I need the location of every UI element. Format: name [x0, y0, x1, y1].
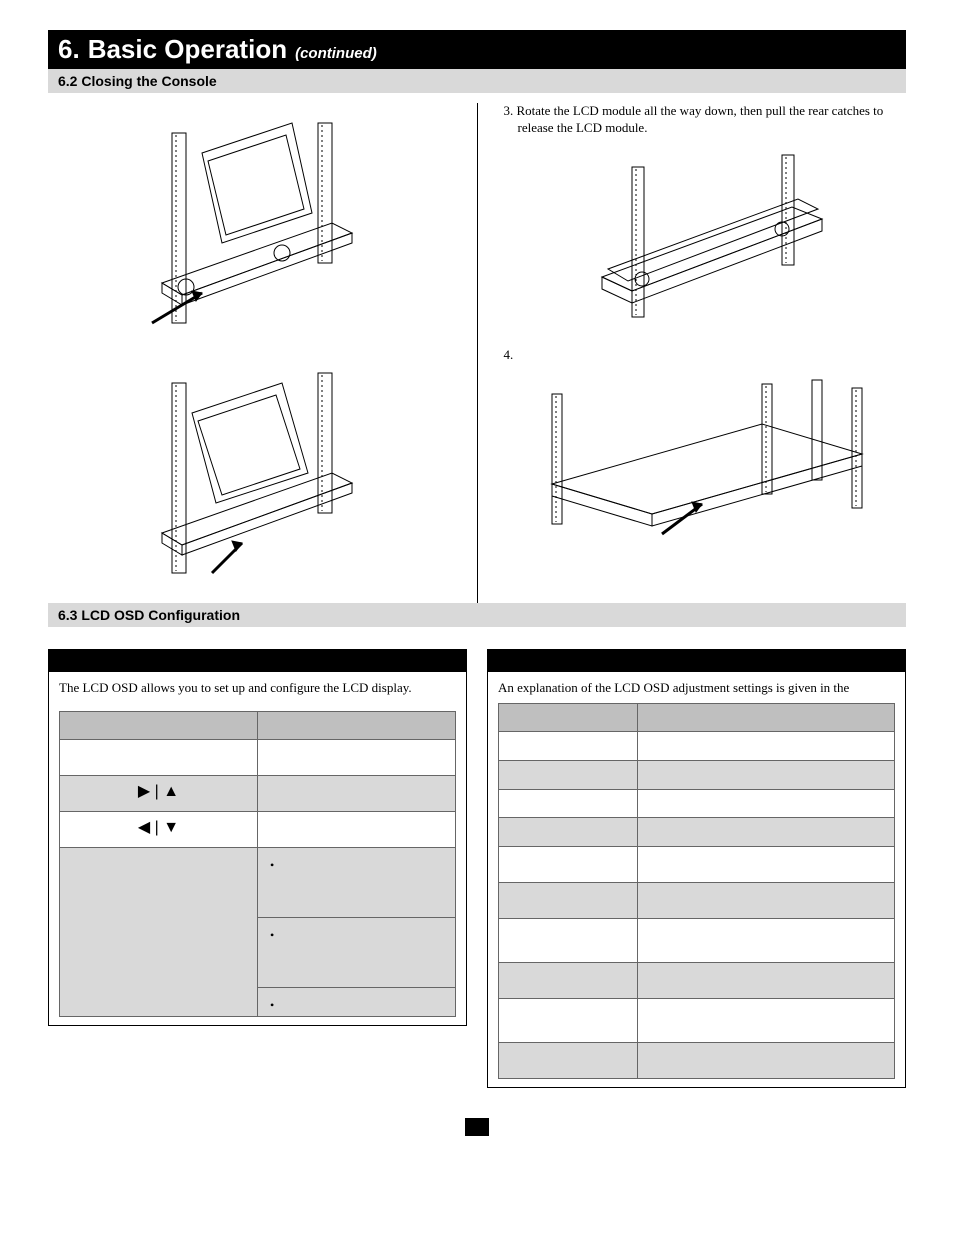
drawing-console-3 [572, 147, 832, 327]
table-row [499, 998, 895, 1042]
osd-buttons-box-body: The LCD OSD allows you to set up and con… [49, 672, 466, 1025]
osd-settings-table [498, 703, 895, 1079]
osd-settings-box-body: An explanation of the LCD OSD adjustment… [488, 672, 905, 1087]
section-title: Basic Operation [88, 34, 287, 65]
subsection-6-3-header: 6.3 LCD OSD Configuration [48, 603, 906, 627]
page-container: 6. Basic Operation (continued) 6.2 Closi… [0, 0, 954, 1176]
section-title-bar: 6. Basic Operation (continued) [48, 30, 906, 69]
table-cell [258, 988, 456, 1017]
table-cell [258, 812, 456, 848]
drawing-console-1 [132, 113, 372, 333]
section-6-3-body: The LCD OSD allows you to set up and con… [48, 637, 906, 1088]
step-4-text: 4. [498, 347, 907, 364]
table-row [499, 761, 895, 790]
table-cell [60, 740, 258, 776]
section-continued: (continued) [295, 45, 377, 62]
col-left-6-2 [48, 103, 478, 603]
drawing-console-2 [132, 363, 372, 583]
table-header-row [60, 711, 456, 740]
table-cell [258, 848, 456, 918]
osd-buttons-intro: The LCD OSD allows you to set up and con… [59, 680, 456, 697]
table-row [499, 882, 895, 918]
table-row [499, 789, 895, 818]
table-row [60, 740, 456, 776]
table-cell [258, 776, 456, 812]
osd-settings-box-header [488, 650, 905, 672]
table-header-cell [637, 703, 894, 732]
table-row [499, 918, 895, 962]
osd-buttons-box-header [49, 650, 466, 672]
subsection-6-2-header: 6.2 Closing the Console [48, 69, 906, 93]
section-6-2-body: 3. Rotate the LCD module all the way dow… [48, 103, 906, 603]
drawing-console-4 [532, 374, 872, 544]
table-cell [258, 740, 456, 776]
figure-console-open-2 [48, 353, 457, 603]
col-right-6-2: 3. Rotate the LCD module all the way dow… [498, 103, 907, 603]
table-row: ▶ | ▲ [60, 776, 456, 812]
table-row [60, 848, 456, 918]
table-row [499, 732, 895, 761]
nav-left-down-icon: ◀ | ▼ [60, 812, 258, 848]
table-header-row [499, 703, 895, 732]
osd-settings-intro: An explanation of the LCD OSD adjustment… [498, 680, 895, 697]
figure-console-closed-1 [498, 137, 907, 347]
figure-console-open-1 [48, 103, 457, 353]
col-left-6-3: The LCD OSD allows you to set up and con… [48, 637, 467, 1088]
table-cell [60, 848, 258, 1017]
nav-right-up-icon: ▶ | ▲ [60, 776, 258, 812]
page-number [48, 1118, 906, 1136]
table-cell [258, 918, 456, 988]
osd-buttons-box: The LCD OSD allows you to set up and con… [48, 649, 467, 1026]
table-header-cell [60, 711, 258, 740]
col-right-6-3: An explanation of the LCD OSD adjustment… [487, 637, 906, 1088]
table-row: ◀ | ▼ [60, 812, 456, 848]
table-header-cell [499, 703, 638, 732]
table-row [499, 846, 895, 882]
osd-settings-box: An explanation of the LCD OSD adjustment… [487, 649, 906, 1088]
step-3-text: 3. Rotate the LCD module all the way dow… [498, 103, 907, 137]
section-number: 6. [58, 34, 80, 65]
figure-console-closed-2 [498, 364, 907, 564]
table-row [499, 1042, 895, 1078]
table-row [499, 818, 895, 847]
osd-buttons-table: ▶ | ▲ ◀ | ▼ [59, 711, 456, 1017]
table-row [499, 962, 895, 998]
table-header-cell [258, 711, 456, 740]
